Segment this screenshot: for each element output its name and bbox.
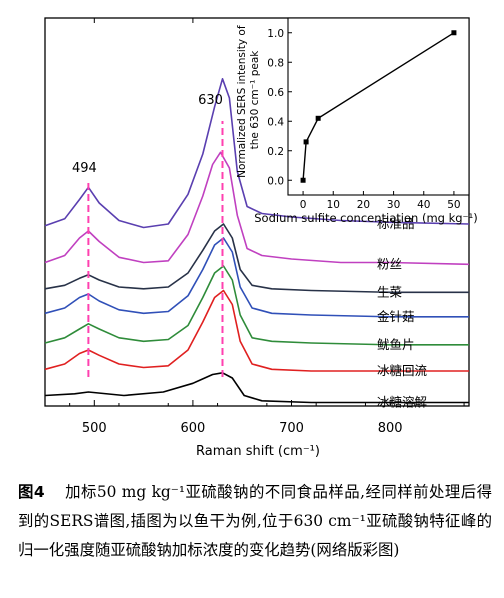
spectrum-line [44, 223, 469, 294]
inset-x-tick-label: 0 [300, 199, 307, 211]
inset-series [300, 30, 457, 183]
main-x-tick-label: 600 [180, 421, 205, 436]
inset-y-tick-label: 0.8 [267, 57, 284, 69]
figure-caption: 图4 加标50 mg kg⁻¹亚硫酸钠的不同食品样品,经同样前处理后得到的SERS… [18, 478, 492, 565]
inset-x-tick-label: 50 [447, 199, 460, 211]
series-label: 生菜 [377, 284, 403, 299]
inset-line [302, 32, 455, 181]
inset-x-tick-label: 30 [387, 199, 400, 211]
inset-y-tick-label: 0.6 [267, 87, 284, 99]
inset-y-axis-label-line1: Normalized SERS intensity of [236, 25, 248, 178]
inset-y-tick-label: 1.0 [267, 28, 284, 40]
main-x-tick-label: 700 [279, 421, 304, 436]
inset-y-tick-label: 0.0 [267, 175, 284, 187]
series-label: 鱿鱼片 [377, 337, 415, 352]
inset-x-tick-label: 10 [327, 199, 340, 211]
caption-text: 加标50 mg kg⁻¹亚硫酸钠的不同食品样品,经同样前处理后得到的SERS谱图… [18, 483, 492, 559]
inset-plot-frame [287, 17, 470, 196]
series-label: 冰糖回流 [377, 363, 428, 378]
inset-y-axis-label: Normalized SERS intensity of the 630 cm⁻… [236, 22, 261, 178]
inset-x-tick-label: 20 [357, 199, 370, 211]
main-x-tick-labels: 500 600 700 800 [82, 421, 403, 436]
inset-chart: 0 10 20 30 40 50 0.0 0.2 0.4 0.6 0.8 1.0 Sodium sul… [236, 17, 478, 225]
main-plot-frame [44, 17, 470, 407]
inset-tick-labels: 0 10 20 30 40 50 0.0 0.2 0.4 0.6 0.8 1.0 [267, 28, 460, 211]
spectrum-line [44, 78, 470, 229]
inset-y-tick-label: 0.2 [267, 146, 284, 158]
inset-point [315, 115, 321, 121]
inset-point [451, 30, 457, 36]
inset-point [303, 139, 309, 145]
peak-markers: 494 630 [72, 93, 224, 377]
spectrum-line [44, 372, 469, 404]
series-label: 标准品 [377, 216, 415, 231]
series-label: 粉丝 [377, 256, 402, 271]
inset-ticks [288, 32, 455, 195]
spectrum-line [44, 289, 469, 372]
peak-label: 494 [72, 161, 97, 176]
main-x-tick-label: 500 [82, 421, 107, 436]
main-x-axis-label: Raman shift (cm⁻¹) [196, 444, 320, 459]
peak-label: 630 [198, 93, 223, 108]
inset-point [300, 177, 306, 183]
caption-label: 图4 [18, 483, 45, 501]
spectrum-line [44, 265, 469, 346]
main-x-ticks [69, 18, 465, 406]
main-x-tick-label: 800 [378, 421, 403, 436]
inset-y-axis-label-line2: the 630 cm⁻¹ peak [249, 50, 261, 150]
inset-x-tick-label: 40 [417, 199, 430, 211]
inset-y-tick-label: 0.4 [267, 116, 284, 128]
series-label: 金针菇 [377, 309, 415, 324]
inset-x-axis-label: Sodium sulfite concentiation (mg kg⁻¹) [254, 211, 477, 225]
spectrum-line [44, 151, 470, 266]
series-label: 冰糖溶解 [377, 395, 427, 410]
